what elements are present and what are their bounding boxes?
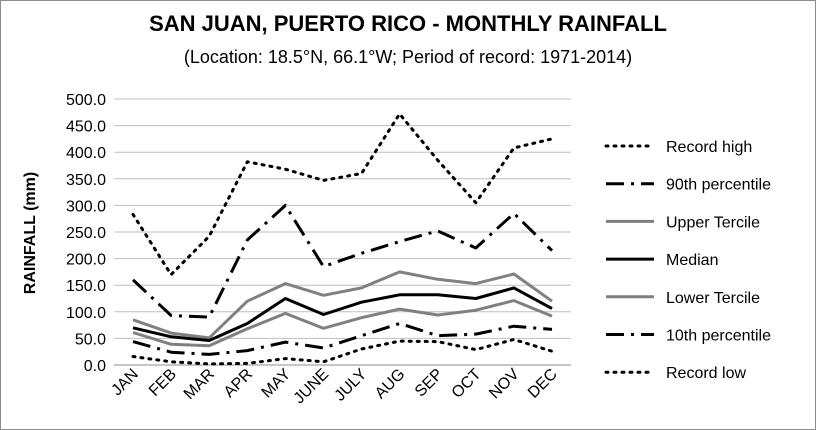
y-tick-label: 400.0: [66, 145, 106, 162]
series-line-10th-percentile: [132, 322, 553, 356]
y-tick-label: 450.0: [66, 119, 106, 136]
series-lines: [131, 112, 554, 366]
gridlines: [114, 98, 571, 366]
x-tick-label: APR: [221, 366, 256, 401]
y-tick-label: 150.0: [66, 278, 106, 295]
y-tick-label: 50.0: [75, 331, 106, 348]
x-tick-label: JULY: [332, 366, 371, 405]
y-tick-label: 0.0: [84, 358, 106, 375]
x-tick-label: AUG: [372, 366, 409, 403]
legend: Record high 90th percentile Upper Tercile M…: [604, 139, 771, 382]
series-line-upper-tercile: [132, 270, 553, 340]
legend-label: 90th percentile: [666, 177, 771, 194]
series-line-median: [132, 286, 553, 342]
y-tick-label: 500.0: [66, 92, 106, 109]
x-tick-label: SEP: [412, 366, 447, 401]
legend-label: Lower Tercile: [666, 290, 760, 307]
y-tick-label: 300.0: [66, 198, 106, 215]
legend-label: Upper Tercile: [666, 214, 760, 231]
y-tick-label: 250.0: [66, 225, 106, 242]
legend-label: Median: [666, 252, 718, 269]
y-tick-label: 350.0: [66, 172, 106, 189]
x-tick-label: JAN: [108, 366, 141, 399]
legend-label: Record low: [666, 365, 746, 382]
y-axis-ticks: 0.0 50.0 100.0 150.0 200.0 250.0 300.0 350.0 400…: [66, 92, 106, 375]
x-tick-label: MAY: [259, 366, 295, 402]
legend-label: Record high: [666, 139, 752, 156]
series-line-record-high: [131, 112, 554, 277]
x-tick-label: NOV: [486, 366, 523, 403]
series-line-record-low: [131, 338, 554, 366]
chart-subtitle: (Location: 18.5°N, 66.1°W; Period of rec…: [184, 47, 632, 67]
legend-label: 10th percentile: [666, 328, 771, 345]
x-tick-label: FEB: [146, 366, 180, 400]
y-axis-label: RAINFALL (mm): [22, 172, 39, 294]
y-tick-label: 100.0: [66, 305, 106, 322]
x-tick-label: DEC: [525, 366, 561, 402]
series-line-lower-tercile: [132, 299, 553, 348]
series-line-90th-percentile: [131, 203, 554, 319]
x-tick-label: MAR: [181, 366, 218, 403]
y-tick-label: 200.0: [66, 252, 106, 269]
x-tick-label: JUNE: [291, 366, 333, 408]
x-tick-label: OCT: [449, 366, 485, 402]
chart-title: SAN JUAN, PUERTO RICO - MONTHLY RAINFALL: [149, 11, 667, 36]
